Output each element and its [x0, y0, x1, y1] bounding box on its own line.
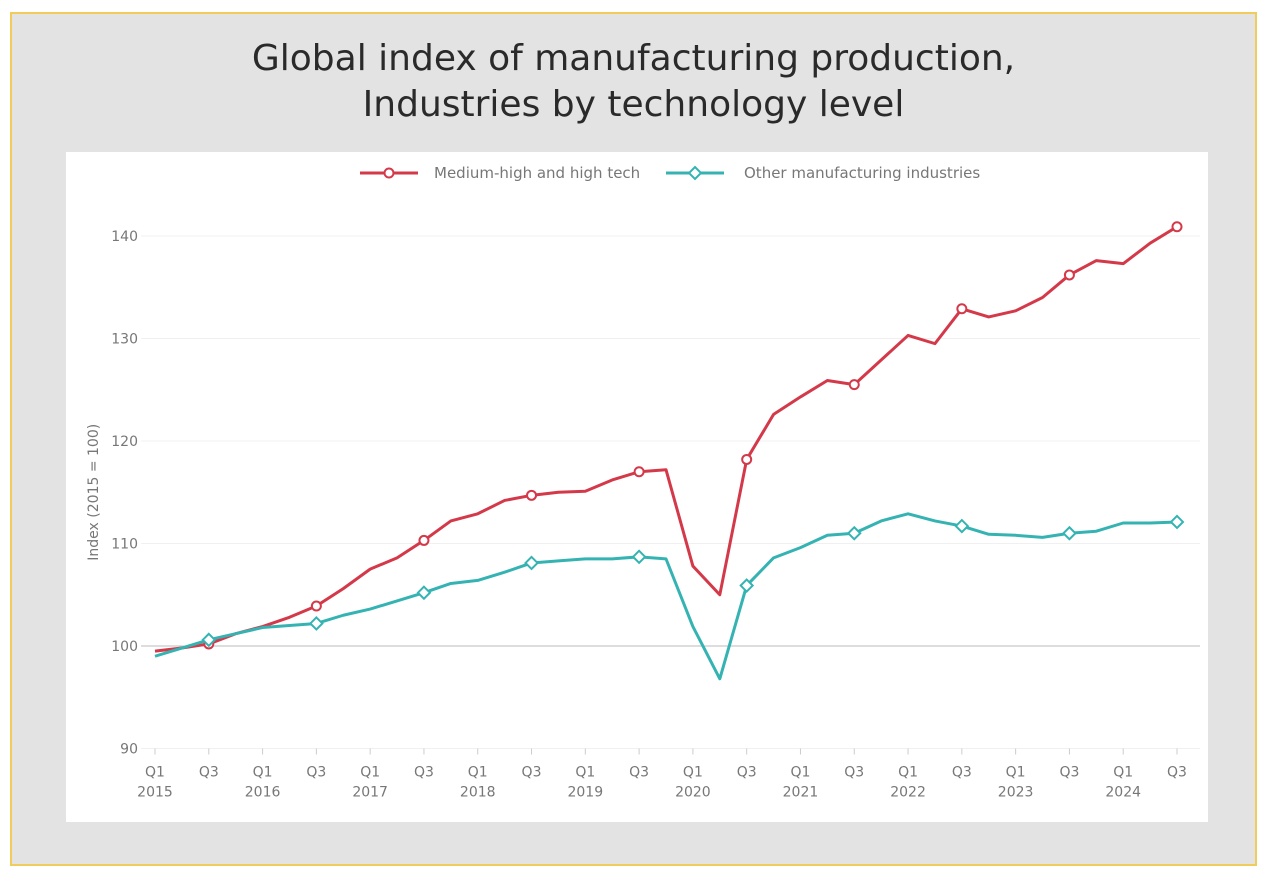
legend-label-0: Medium-high and high tech [434, 164, 640, 182]
y-axis-label: Index (2015 = 100) [86, 424, 102, 561]
y-tick-label: 90 [120, 742, 138, 758]
x-tick-label: Q3 [844, 765, 864, 781]
x-tick-label: Q1 [575, 765, 595, 781]
y-tick-label: 100 [111, 639, 138, 655]
data-point-marker [1062, 525, 1077, 541]
x-tick-label: Q1 [468, 765, 488, 781]
x-tick-year-label: 2020 [675, 785, 711, 801]
x-tick-label: Q3 [1167, 765, 1187, 781]
x-tick-label: Q1 [253, 765, 273, 781]
title-line-2: Industries by technology level [362, 84, 905, 125]
title-line-1: Global index of manufacturing production… [251, 38, 1016, 79]
data-point-marker [739, 578, 755, 593]
x-tick-year-label: 2015 [137, 785, 173, 801]
data-point-marker [631, 549, 647, 565]
data-point-marker [633, 466, 645, 478]
x-tick-year-label: 2024 [1105, 785, 1141, 801]
y-tick-label: 140 [111, 229, 138, 245]
x-tick-label: Q1 [898, 765, 918, 781]
line-chart: 90 100 110 120 130 140 Index (2015 = 100) Q1 201… [86, 164, 1200, 801]
x-tick-year-label: 2021 [783, 785, 819, 801]
x-tick-label: Q1 [1113, 765, 1133, 781]
data-point-marker [846, 525, 862, 541]
x-tick-year-label: 2019 [567, 785, 603, 801]
x-tick-year-label: 2022 [890, 785, 926, 801]
legend-marker-diamond-icon [687, 165, 703, 181]
data-point-marker [1171, 221, 1183, 233]
legend-label-1: Other manufacturing industries [744, 164, 980, 182]
x-tick-year-label: 2018 [460, 785, 496, 801]
data-point-marker [416, 585, 432, 601]
data-point-marker [741, 453, 753, 465]
x-tick-year-label: 2016 [245, 785, 281, 801]
y-tick-label: 110 [111, 537, 138, 553]
x-tick-label: Q3 [414, 765, 434, 781]
data-point-marker [201, 632, 217, 648]
chart-title: Global index of manufacturing production… [12, 36, 1255, 128]
data-point-marker [954, 518, 970, 534]
y-tick-label: 130 [111, 332, 138, 348]
x-tick-year-label: 2023 [998, 785, 1034, 801]
x-tick-label: Q3 [199, 765, 219, 781]
x-tick-label: Q1 [360, 765, 380, 781]
legend-marker-circle-icon [383, 167, 395, 179]
x-tick-label: Q3 [629, 765, 649, 781]
data-point-marker [524, 555, 539, 571]
data-point-marker [418, 534, 430, 546]
chart-panel: 90 100 110 120 130 140 Index (2015 = 100) Q1 201… [66, 152, 1208, 822]
data-point-marker [526, 489, 538, 501]
x-tick-label: Q1 [683, 765, 703, 781]
series-line-1 [154, 512, 1178, 681]
data-point-marker [310, 600, 322, 612]
x-tick-label: Q1 [145, 765, 165, 781]
data-point-marker [848, 379, 860, 391]
x-tick-label: Q3 [522, 765, 542, 781]
x-tick-label: Q3 [1059, 765, 1079, 781]
x-tick-label: Q3 [306, 765, 326, 781]
data-point-marker [1169, 514, 1185, 530]
x-tick-year-label: 2017 [352, 785, 388, 801]
data-point-marker [308, 616, 324, 631]
x-tick-label: Q1 [1006, 765, 1026, 781]
x-tick-label: Q3 [737, 765, 757, 781]
x-tick-label: Q3 [952, 765, 972, 781]
y-tick-label: 120 [111, 434, 138, 450]
x-tick-label: Q1 [791, 765, 811, 781]
data-point-marker [1063, 269, 1075, 281]
data-point-marker [956, 303, 968, 315]
series-line-0 [154, 225, 1178, 653]
